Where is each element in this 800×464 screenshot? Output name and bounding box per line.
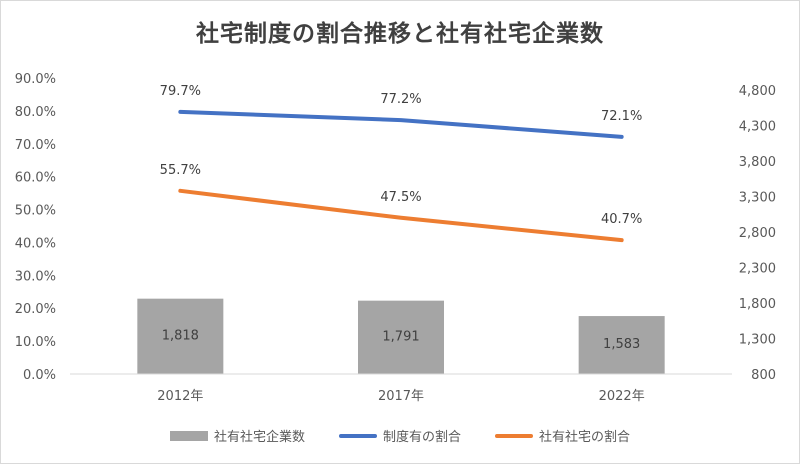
line-data-label: 55.7% [160,163,201,178]
left-tick-label: 0.0% [23,368,56,383]
left-tick-label: 30.0% [15,269,56,284]
bar-data-label: 1,791 [382,329,419,344]
line-data-label: 40.7% [601,212,642,227]
x-category-label: 2012年 [157,389,203,404]
left-tick-label: 80.0% [15,105,56,120]
left-tick-label: 40.0% [15,236,56,251]
bar [578,316,665,374]
line-data-label: 79.7% [160,84,201,99]
legend-swatch-line1 [338,433,377,438]
right-tick-label: 800 [751,368,776,383]
right-tick-label: 1,300 [739,333,776,348]
right-tick-label: 4,300 [739,120,776,135]
line-data-label: 77.2% [380,92,421,107]
left-tick-label: 50.0% [15,204,56,219]
line-data-label: 47.5% [380,190,421,205]
line-series-1 [178,109,624,139]
legend-swatch-line2 [495,433,533,438]
right-axis-ticks: 4,800 4,300 3,800 3,300 2,800 2,300 1,800 1,300… [739,84,776,383]
right-tick-label: 2,300 [739,262,776,277]
right-tick-label: 1,800 [739,297,776,312]
legend-item-line2: 社有社宅の割合 [495,426,630,445]
bar [358,300,444,374]
legend-label-bar: 社有社宅企業数 [213,430,305,445]
bar [137,298,224,374]
legend-item-bar: 社有社宅企業数 [169,426,305,445]
bar-data-label: 1,818 [162,328,199,343]
left-tick-label: 90.0% [15,72,56,87]
line-data-label: 72.1% [601,109,642,124]
legend-item-line1: 制度有の割合 [338,426,461,445]
left-tick-label: 70.0% [15,138,56,153]
x-category-label: 2017年 [378,389,424,404]
right-tick-label: 3,800 [739,155,776,170]
legend-label-line1: 制度有の割合 [382,430,461,445]
bar-data-label: 1,583 [603,337,640,352]
right-tick-label: 4,800 [739,84,776,99]
legend: 社有社宅企業数 制度有の割合 社有社宅の割合 [0,426,800,445]
left-tick-label: 20.0% [15,302,56,317]
x-category-label: 2022年 [599,389,645,404]
left-tick-label: 60.0% [15,171,56,186]
left-axis-ticks: 90.0% 80.0% 70.0% 60.0% 50.0% 40.0% 30.0% 20.0%… [15,72,56,383]
chart-title: 社宅制度の割合推移と社有社宅企業数 [196,21,604,47]
legend-swatch-bar [169,430,208,441]
bar-series: 1,818 1,791 1,583 [137,298,665,374]
line-series: 79.7% 77.2% 72.1% 55.7% 47.5% 40.7% [160,84,642,243]
right-tick-label: 3,300 [739,191,776,206]
legend-label-line2: 社有社宅の割合 [539,430,631,445]
right-tick-label: 2,800 [739,226,776,241]
left-tick-label: 10.0% [15,335,56,350]
x-axis-categories: 2012年 2017年 2022年 [157,389,644,404]
